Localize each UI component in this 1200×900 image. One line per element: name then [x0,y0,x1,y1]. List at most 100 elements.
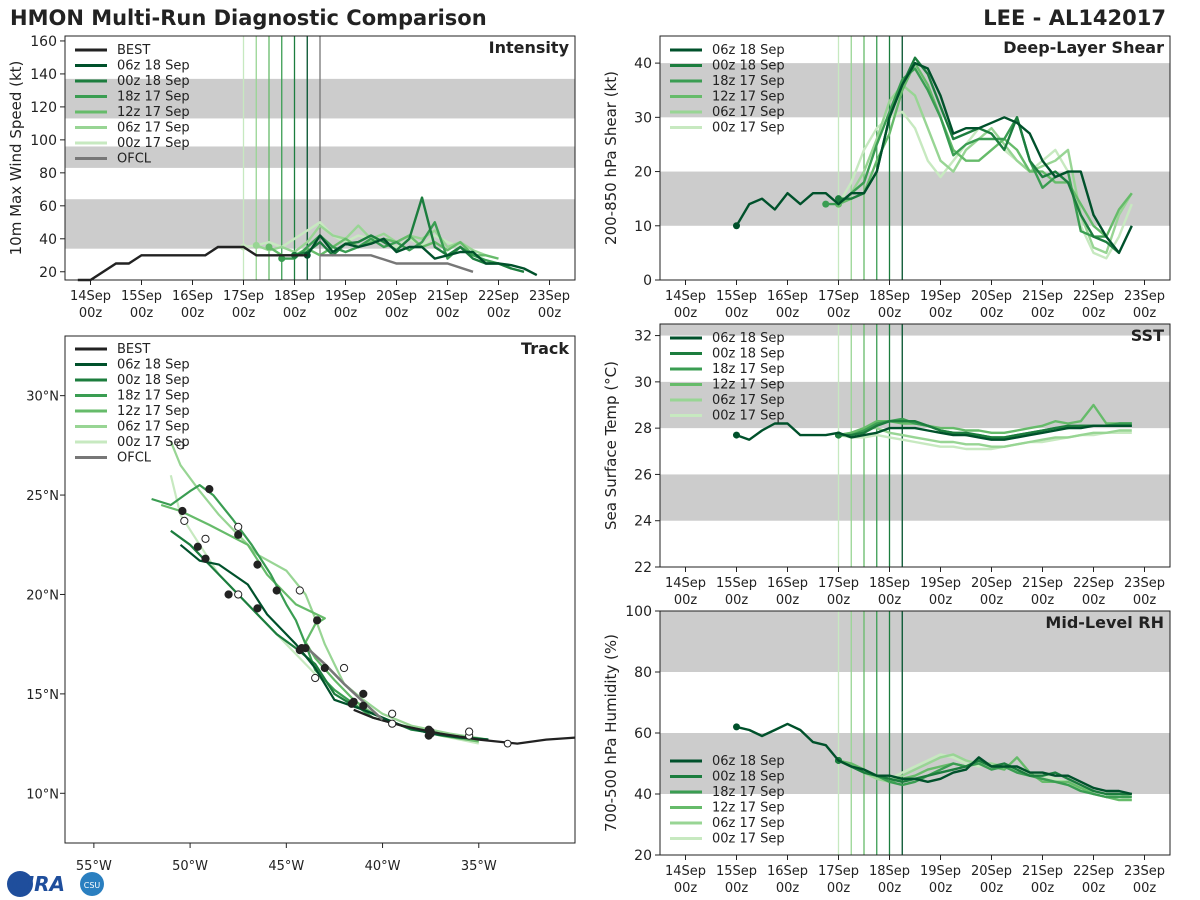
intensity-xtick-hour-6: 00z [385,306,409,321]
sst-xtick-day-2: 16Sep [767,576,808,591]
track-ofcl-line [308,649,384,721]
intensity-ytick-label-3: 80 [39,166,57,182]
track-best-line [353,708,576,745]
sst-xtick-day-9: 23Sep [1124,576,1165,591]
shear-band-1 [660,63,1170,118]
legend-label-4: 12z 17 Sep [117,404,190,419]
sst-panel: 22 24 26 28 30 32 14Sep 00z 15Sep 00z 16Sep 00z 17Se… [602,323,1171,608]
legend-label-1: 06z 18 Sep [117,59,190,74]
intensity-xtick-day-8: 22Sep [478,289,519,304]
sst-series-06z-18-sep [736,422,1132,441]
rh-xtick-day-2: 16Sep [767,864,808,879]
legend-label-5: 00z 17 Sep [712,121,785,136]
rh-xtick-day-0: 14Sep [665,864,706,879]
track-time-marker-1-1 [388,709,397,718]
track-xtick-label-1: 50°W [172,859,208,874]
track-time-marker-3-5 [205,484,214,494]
intensity-xtick-hour-4: 00z [283,306,307,321]
rh-ytick-label-4: 100 [625,604,652,620]
shear-ytick-label-2: 20 [634,165,652,181]
legend-label-7: OFCL [117,152,152,167]
sst-xtick-hour-3: 00z [827,593,851,608]
track-time-marker-4-3 [224,590,233,599]
rh-xtick-day-9: 23Sep [1124,864,1165,879]
legend-label-2: 18z 17 Sep [712,74,785,89]
intensity-xtick-hour-1: 00z [130,306,154,321]
track-time-marker-3-4 [234,530,243,539]
rh-xtick-hour-8: 00z [1082,881,1106,896]
rh-panel: 20 40 60 80 100 14Sep 00z 15Sep 00z 16Sep 00z 17Sep… [602,604,1171,896]
sst-xtick-day-5: 19Sep [920,576,961,591]
shear-panel: 0 10 20 30 40 14Sep 00z 15Sep 00z 16Sep 00z 17Sep 00… [602,35,1171,321]
logo-globe-icon [7,871,33,897]
legend-label-0: 06z 18 Sep [712,331,785,346]
rh-xtick-hour-7: 00z [1031,881,1055,896]
sst-series-00z-18-sep [838,420,1132,439]
intensity-xtick-hour-2: 00z [181,306,205,321]
intensity-ytick-label-5: 120 [30,100,57,116]
sst-xtick-day-1: 15Sep [716,576,757,591]
track-time-marker-0-3 [234,590,243,599]
legend-label-3: 12z 17 Sep [712,90,785,105]
rh-xtick-day-7: 21Sep [1022,864,1063,879]
sst-title: SST [1131,326,1164,345]
rh-ylabel: 700-500 hPa Humidity (%) [602,634,620,832]
sst-band-2 [660,324,1170,336]
legend-label-2: 00z 18 Sep [117,74,190,89]
rh-xtick-hour-0: 00z [674,881,698,896]
track-ytick-label-3: 25°N [26,489,59,504]
shear-series-12z-17-sep [838,61,1133,238]
intensity-xtick-day-2: 16Sep [172,289,213,304]
rh-title: Mid-Level RH [1045,613,1164,632]
track-time-marker-5-0 [426,729,435,738]
sst-xtick-hour-4: 00z [878,593,902,608]
rh-band-1 [660,611,1170,672]
shear-xtick-hour-8: 00z [1082,306,1106,321]
intensity-xtick-day-7: 21Sep [427,289,468,304]
shear-init-dot-3 [822,200,830,208]
legend-label-4: 12z 17 Sep [117,105,190,120]
track-panel: 10°N 15°N 20°N 25°N 30°N 55°W 50°W 45°W 40°W 35°W… [26,335,576,874]
rh-xtick-hour-4: 00z [878,881,902,896]
track-time-marker-1-0 [465,727,474,736]
intensity-xtick-day-3: 17Sep [223,289,264,304]
sst-xtick-hour-5: 00z [929,593,953,608]
legend-label-3: 18z 17 Sep [117,90,190,105]
shear-ytick-label-1: 10 [634,219,652,235]
rh-xtick-hour-2: 00z [776,881,800,896]
legend-label-1: 00z 18 Sep [712,770,785,785]
track-best-marker [503,739,512,748]
shear-xtick-day-5: 19Sep [920,289,961,304]
shear-ytick-label-0: 0 [643,273,652,289]
intensity-title: Intensity [489,38,570,57]
intensity-ytick-label-7: 160 [30,34,57,50]
intensity-ytick-label-1: 40 [39,232,57,248]
intensity-xtick-day-5: 19Sep [325,289,366,304]
legend-label-2: 18z 17 Sep [712,362,785,377]
legend-label-0: 06z 18 Sep [712,754,785,769]
track-time-marker-5-2 [320,663,329,673]
intensity-init-dot-2 [265,243,273,251]
shear-xtick-day-9: 23Sep [1124,289,1165,304]
sst-frame [659,323,1171,568]
shear-xtick-day-0: 14Sep [665,289,706,304]
intensity-panel: 20 40 60 80 100 120 140 160 14Sep 00z 15Sep 00z 16Se… [7,34,576,321]
shear-xtick-hour-6: 00z [980,306,1004,321]
intensity-ytick-label-6: 140 [30,67,57,83]
track-time-marker-2-2 [313,616,322,625]
legend-label-0: BEST [117,43,150,58]
sst-xtick-day-6: 20Sep [971,576,1012,591]
legend-label-7: OFCL [117,451,152,466]
intensity-xtick-hour-9: 00z [538,306,562,321]
shear-xtick-day-1: 15Sep [716,289,757,304]
intensity-xtick-day-4: 18Sep [274,289,315,304]
intensity-xtick-hour-5: 00z [334,306,358,321]
cira-logo: CIRA CSU [7,871,104,897]
sst-ytick-label-0: 22 [634,560,652,576]
shear-xtick-day-2: 16Sep [767,289,808,304]
intensity-xtick-day-6: 20Sep [376,289,417,304]
intensity-ofcl-line [320,254,474,273]
rh-ytick-label-2: 60 [634,726,652,742]
rh-xtick-hour-5: 00z [929,881,953,896]
intensity-frame [64,35,576,281]
